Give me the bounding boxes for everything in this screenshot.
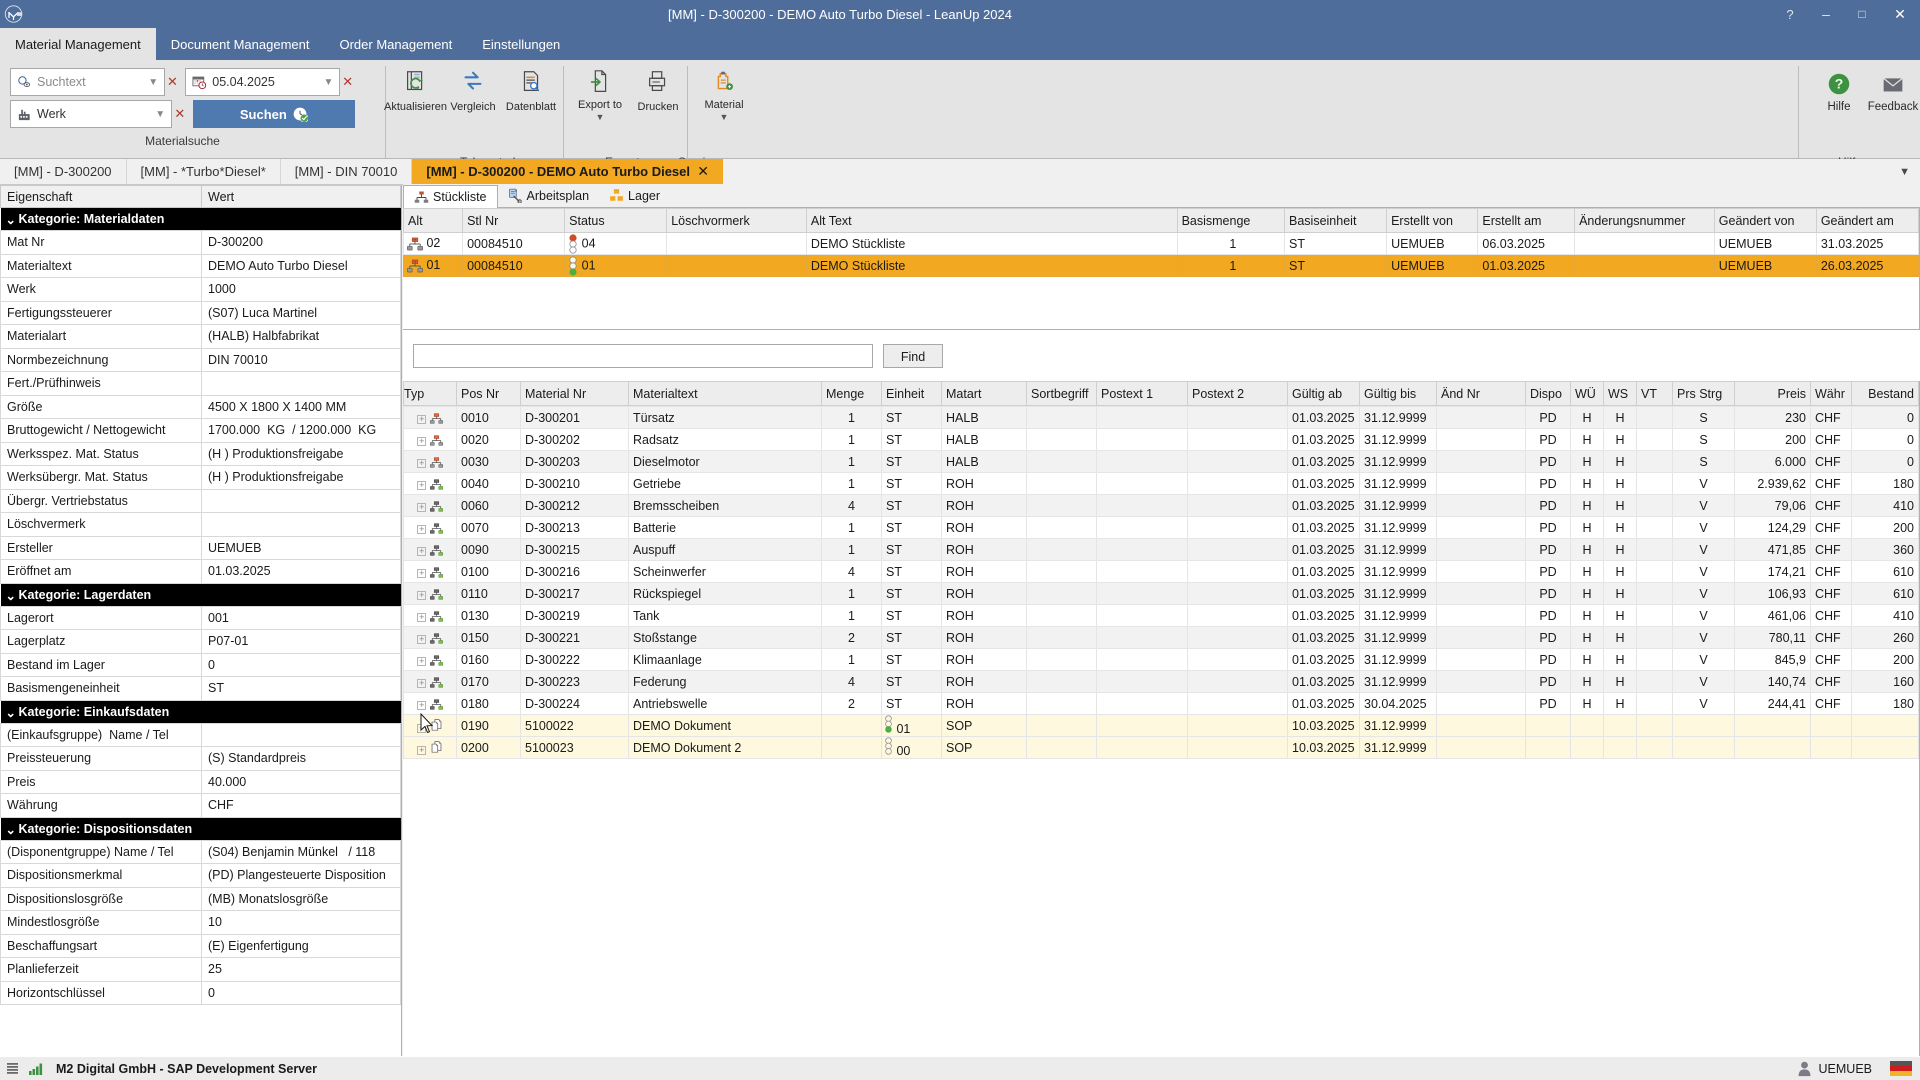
svg-text:?: ? <box>1835 76 1844 92</box>
